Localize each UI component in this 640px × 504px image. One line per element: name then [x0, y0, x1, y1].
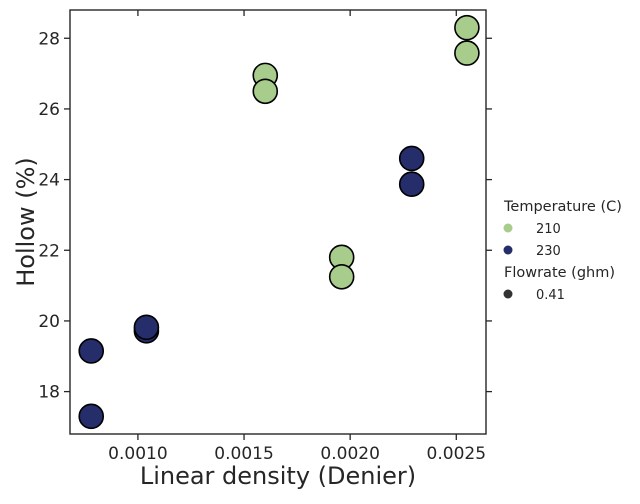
y-tick-label: 18	[38, 383, 60, 403]
x-tick-label: 0.0015	[214, 444, 273, 464]
legend-size-title: Flowrate (ghm)	[504, 265, 615, 281]
legend-hue-title: Temperature (C)	[503, 199, 622, 215]
y-axis-label: Hollow (%)	[12, 157, 40, 287]
legend-marker-210	[503, 223, 513, 233]
y-tick-label: 22	[38, 241, 60, 261]
y-tick-label: 26	[38, 100, 60, 120]
legend-label-230: 230	[536, 244, 561, 259]
x-tick-label: 0.0020	[320, 444, 379, 464]
x-tick-label: 0.0010	[108, 444, 167, 464]
data-point-210	[328, 263, 355, 290]
data-point-230	[78, 403, 105, 430]
y-ticks: 18 20 22 24 26 28	[38, 29, 492, 403]
data-point-230	[398, 145, 425, 172]
data-point-230	[133, 314, 160, 341]
data-point-230	[78, 338, 105, 364]
data-point-210	[252, 78, 279, 105]
legend-marker-230	[503, 245, 513, 255]
legend-size-items: 0.41	[503, 288, 565, 303]
y-tick-label: 20	[38, 312, 60, 332]
x-tick-label: 0.0025	[427, 444, 486, 464]
x-axis-label: Linear density (Denier)	[140, 462, 416, 490]
data-point-210	[454, 14, 480, 41]
plot-frame	[69, 9, 487, 435]
data-point-230	[398, 171, 425, 197]
y-tick-label: 28	[38, 29, 60, 49]
legend-size-marker	[503, 289, 513, 299]
data-point-210	[454, 40, 480, 66]
x-ticks: 0.0010 0.0015 0.0020 0.0025	[108, 10, 486, 464]
y-tick-label: 24	[38, 171, 60, 191]
points-layer	[78, 14, 480, 430]
legend-size-label: 0.41	[536, 288, 565, 303]
legend-label-210: 210	[536, 222, 561, 237]
